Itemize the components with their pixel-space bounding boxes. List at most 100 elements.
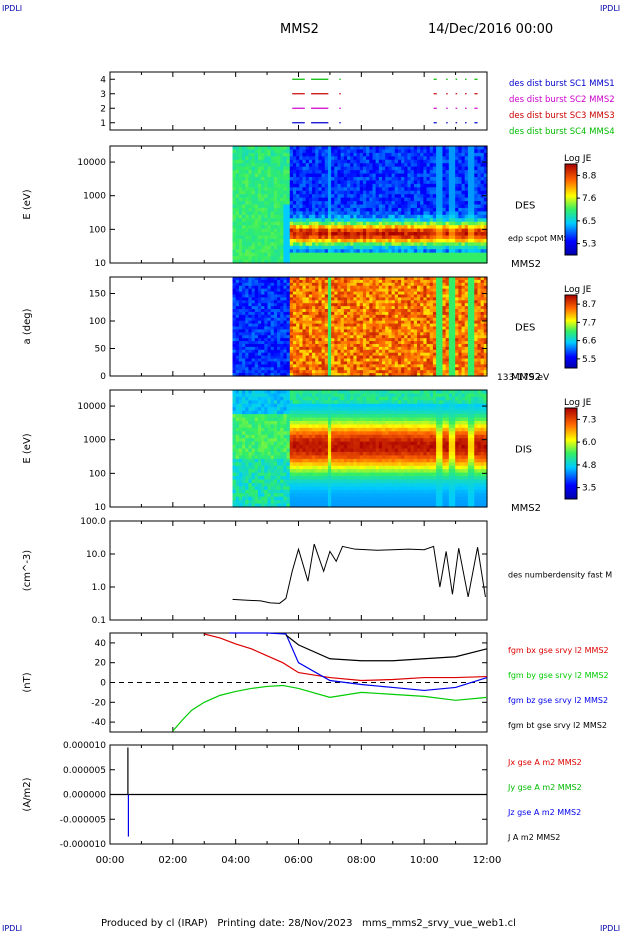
des_energy-cell <box>442 152 447 157</box>
des_energy-cell <box>452 252 456 257</box>
des_energy-cell <box>292 173 297 178</box>
des_pitch-cell <box>267 364 272 368</box>
des_pitch-cell <box>378 355 383 360</box>
des_energy-cell <box>248 190 253 195</box>
des_energy-cell <box>235 256 240 261</box>
des_pitch-cell <box>343 303 348 307</box>
des_energy-cell <box>359 201 364 206</box>
des_energy-cell <box>461 207 466 212</box>
des_energy-cell <box>331 252 335 257</box>
des_energy-cell <box>458 194 463 199</box>
des_energy-cell <box>334 170 339 175</box>
des_energy-cell <box>461 211 466 216</box>
des_energy-cell <box>461 201 466 206</box>
des_pitch-cell <box>423 291 428 296</box>
des_pitch-cell <box>324 294 329 298</box>
des_pitch-cell <box>413 314 418 319</box>
des_energy-cell <box>261 221 265 226</box>
des_energy-cell <box>299 218 304 223</box>
des_energy-cell <box>242 190 246 195</box>
des_energy-cell <box>324 197 329 202</box>
des_pitch-cell <box>362 343 367 348</box>
des_energy-cell <box>442 197 447 202</box>
des_pitch-cell <box>232 311 237 316</box>
des_pitch-cell <box>343 355 348 360</box>
des_energy-cell <box>359 166 364 171</box>
des_energy-cell <box>343 245 348 250</box>
des_pitch-cell <box>426 288 431 293</box>
des_pitch-cell <box>245 279 250 284</box>
des_energy-cell <box>410 259 415 264</box>
des_pitch-cell <box>242 355 246 360</box>
des_energy-cell <box>356 173 361 178</box>
des_energy-cell <box>270 221 275 226</box>
des_energy-cell <box>432 228 437 233</box>
des_pitch-cell <box>334 364 339 368</box>
des_pitch-cell <box>372 352 377 357</box>
des_pitch-cell <box>235 317 240 322</box>
des_energy-cell <box>420 163 424 168</box>
des_energy-cell <box>445 252 450 257</box>
des_energy-cell <box>410 190 415 195</box>
des_pitch-cell <box>292 311 297 316</box>
des_energy-cell <box>235 211 240 216</box>
des_energy-cell <box>347 211 351 216</box>
des_pitch-cell <box>394 282 399 287</box>
des_pitch-cell <box>283 300 288 304</box>
des_pitch-cell <box>327 288 332 293</box>
availability-ytick-label: 2 <box>100 104 106 114</box>
des_energy-cell <box>337 156 342 161</box>
des_energy-cell <box>477 232 482 237</box>
des_pitch-cell <box>404 309 409 313</box>
des_pitch-cell <box>296 332 300 336</box>
des_energy-cell <box>315 238 320 243</box>
des_energy-cell <box>442 166 447 171</box>
des_pitch-cell <box>305 303 310 307</box>
des_energy-cell <box>426 170 431 175</box>
des_pitch-cell <box>394 335 399 339</box>
des_energy-cell <box>318 197 323 202</box>
des_pitch-cell <box>331 309 335 313</box>
des_energy-cell <box>347 207 351 212</box>
des_pitch-cell <box>238 300 243 304</box>
des_pitch-cell <box>296 329 300 333</box>
des_energy-cell <box>455 228 459 233</box>
des_pitch-cell <box>245 309 250 313</box>
des_energy-cell <box>292 176 297 182</box>
des_energy-cell <box>394 232 399 237</box>
des_energy-cell <box>235 183 240 188</box>
des_pitch-cell <box>277 332 281 336</box>
des_pitch-cell <box>264 306 269 310</box>
des_energy-cell <box>448 245 453 250</box>
des_pitch-cell <box>426 355 431 360</box>
des_energy-cell <box>321 235 326 240</box>
des_energy-cell <box>423 152 428 157</box>
des_energy-cell <box>286 249 291 254</box>
des_pitch-cell <box>375 352 380 357</box>
des_pitch-cell <box>353 355 358 360</box>
des_energy-cell <box>448 232 453 237</box>
des_energy-cell <box>347 194 351 199</box>
des_energy-cell <box>452 245 456 250</box>
des_energy-cell <box>372 149 377 154</box>
des_pitch-cell <box>382 358 386 363</box>
des_energy-cell <box>331 225 335 230</box>
des_energy-cell <box>324 221 329 226</box>
des_pitch-cell <box>302 326 307 331</box>
des_energy-cell <box>232 152 237 157</box>
des_energy-cell <box>394 187 399 192</box>
des_energy-cell <box>410 238 415 243</box>
des_energy-cell <box>372 204 377 209</box>
des_energy-cell <box>292 183 297 188</box>
des_energy-cell <box>394 207 399 212</box>
des_pitch-cell <box>407 306 412 310</box>
des_pitch-cell <box>410 355 415 360</box>
des_pitch-cell <box>280 367 285 371</box>
des_pitch-cell <box>302 309 307 313</box>
des_energy-cell <box>436 252 440 257</box>
des_pitch-cell <box>404 317 409 322</box>
des_pitch-cell <box>299 291 304 296</box>
des_pitch-cell <box>254 364 259 368</box>
des_energy-cell <box>347 242 351 247</box>
des_energy-cell <box>270 149 275 154</box>
